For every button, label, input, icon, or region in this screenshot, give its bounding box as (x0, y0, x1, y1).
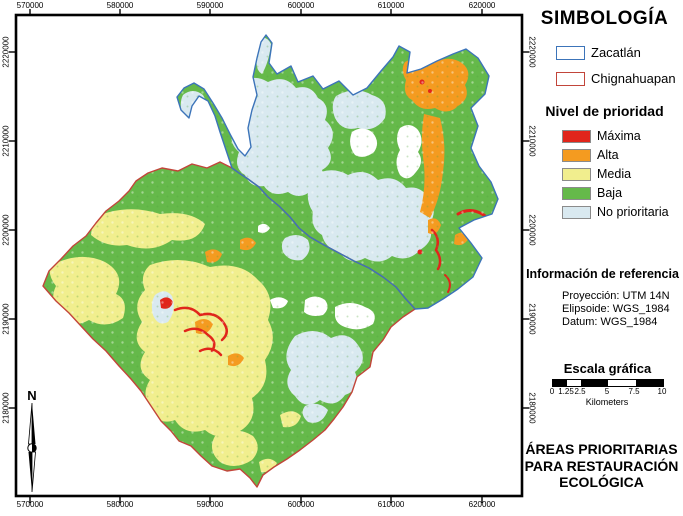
scale-title: Escala gráfica (563, 361, 652, 376)
scale-bar (552, 379, 664, 387)
scale-tick: 1.25 (558, 387, 574, 396)
map-title-line: PARA RESTAURACIÓN (524, 457, 679, 474)
y-axis-label: 2220000 (1, 36, 11, 68)
x-axis-label: 610000 (377, 500, 405, 509)
y-axis-label: 2220000 (527, 36, 537, 68)
x-axis-label: 590000 (196, 1, 224, 10)
map-title-line: ECOLÓGICA (559, 474, 644, 490)
legend-title: SIMBOLOGÍA (540, 8, 669, 29)
y-axis-label: 2180000 (527, 392, 537, 424)
y-axis-label: 2210000 (1, 125, 11, 157)
x-axis-label: 580000 (106, 1, 134, 10)
scale-tick: 5 (604, 387, 610, 396)
priority-section-title: Nivel de prioridad (545, 103, 664, 119)
y-axis-label: 2210000 (527, 125, 537, 157)
x-axis-label: 570000 (16, 500, 44, 509)
scale-unit: Kilometers (585, 397, 629, 407)
projection-line: Proyección: UTM 14N (562, 290, 670, 302)
x-axis-label: 620000 (468, 500, 496, 509)
zacatlan-boundary (176, 34, 499, 310)
north-arrow-icon (27, 402, 37, 493)
scale-tick: 10 (657, 387, 667, 396)
maxima-swatch (562, 130, 591, 143)
y-axis-label: 2190000 (527, 303, 537, 335)
y-axis-label: 2180000 (1, 392, 11, 424)
x-axis-label: 590000 (196, 500, 224, 509)
baja-swatch (562, 187, 591, 200)
alta-swatch (562, 149, 591, 162)
zacatlan-label: Zacatlán (591, 45, 641, 60)
y-axis-label: 2200000 (1, 214, 11, 246)
maxima-label: Máxima (597, 129, 641, 143)
alta-label: Alta (597, 148, 619, 162)
x-axis-label: 580000 (106, 500, 134, 509)
datum-line: Datum: WGS_1984 (562, 316, 658, 328)
chignahuapan-label: Chignahuapan (591, 71, 676, 86)
media-label: Media (597, 167, 632, 181)
baja-label: Baja (597, 186, 623, 200)
raster-speckle-texture (43, 35, 498, 487)
no-prioritaria-label: No prioritaria (597, 205, 669, 219)
reference-title: Información de referencia (526, 267, 679, 281)
no-prioritaria-swatch (562, 206, 591, 219)
media-swatch (562, 168, 591, 181)
x-axis-label: 620000 (468, 1, 496, 10)
zacatlan-swatch (556, 46, 585, 60)
x-axis-label: 610000 (377, 1, 405, 10)
chignahuapan-swatch (556, 72, 585, 86)
scale-tick: 7.5 (628, 387, 640, 396)
x-axis-label: 600000 (287, 500, 315, 509)
x-axis-label: 570000 (16, 1, 44, 10)
map-frame (14, 13, 524, 498)
ellipsoid-line: Elipsoide: WGS_1984 (562, 303, 670, 315)
y-axis-label: 2200000 (527, 214, 537, 246)
axis-ticks (9, 9, 529, 503)
x-axis-label: 600000 (287, 1, 315, 10)
map-title: ÁREAS PRIORITARIAS PARA RESTAURACIÓN ECO… (520, 441, 683, 491)
scale-tick: 2.5 (574, 387, 586, 396)
north-label: N (27, 388, 37, 403)
map-title-line: ÁREAS PRIORITARIAS (525, 441, 678, 457)
y-axis-label: 2190000 (1, 303, 11, 335)
priority-raster (43, 35, 498, 487)
scale-tick: 0 (549, 387, 555, 396)
